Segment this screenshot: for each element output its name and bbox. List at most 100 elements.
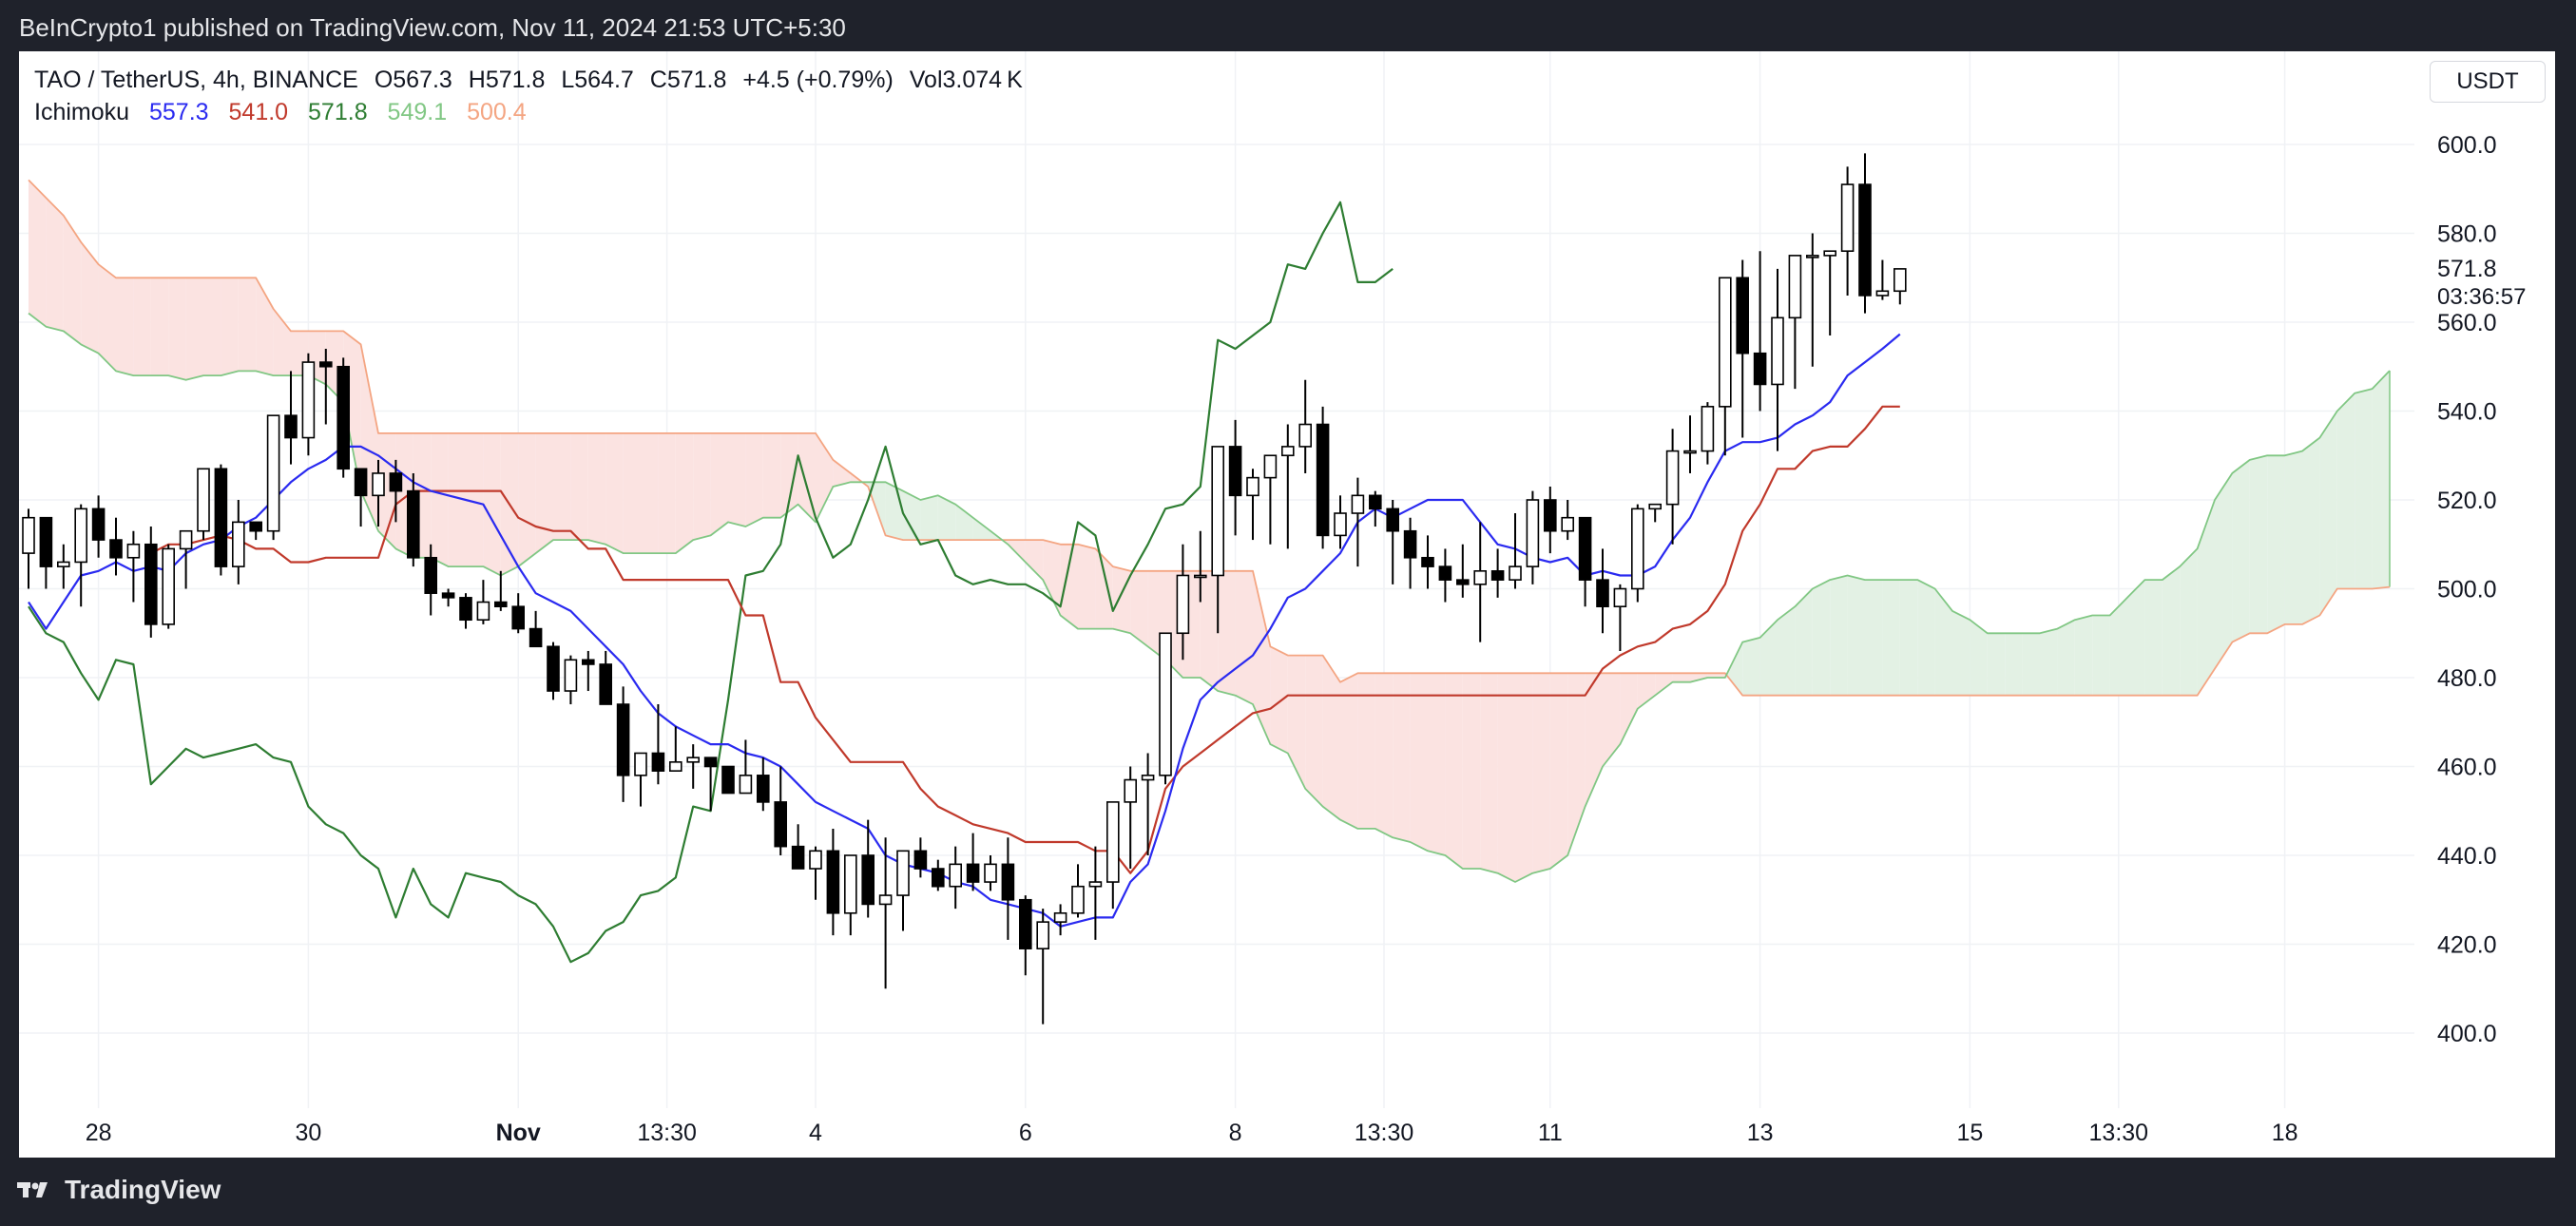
candle-body [1771, 316, 1784, 386]
cloud-segment [63, 215, 82, 345]
candle [1613, 584, 1627, 651]
time-tick-label: 8 [1229, 1120, 1242, 1146]
cloud-segment [1795, 588, 1813, 696]
candle [389, 459, 403, 523]
cloud-segment [920, 495, 938, 541]
cloud-segment [2162, 566, 2181, 696]
candle-body [22, 516, 35, 554]
cloud-segment [745, 432, 763, 527]
candle-body [1298, 423, 1312, 448]
cloud-segment [1340, 673, 1358, 829]
cloud-segment [98, 264, 116, 372]
cloud-segment [1130, 570, 1148, 647]
leading-span-b-line [28, 179, 2391, 697]
time-axis[interactable]: 28 30 Nov 13:30 4 6 8 13:30 11 13 15 13:30 18 [86, 1120, 2298, 1146]
cloud-segment [658, 432, 676, 554]
candle-body [476, 601, 490, 622]
cloud-segment [2355, 389, 2373, 589]
price-tick-label: 580.0 [2437, 221, 2497, 248]
candle-body [1088, 881, 1103, 888]
candle [424, 544, 438, 616]
candle-body [406, 489, 420, 559]
candle [476, 580, 490, 624]
cloud-segment [1428, 673, 1446, 855]
candle [354, 468, 368, 527]
cloud-segment [693, 432, 711, 541]
cloud-segment [2092, 615, 2110, 696]
candle [1456, 544, 1470, 598]
candle [1019, 895, 1032, 976]
price-change: +4.5 (+0.79%) [742, 67, 894, 93]
candle [581, 650, 595, 692]
candle [1159, 632, 1172, 785]
candle [511, 593, 526, 634]
cloud-segment [1830, 575, 1848, 696]
candle-body [913, 850, 928, 870]
candle [1858, 153, 1872, 314]
cloud-segment [221, 278, 239, 376]
tradingview-logo[interactable]: TradingView [17, 1175, 221, 1205]
candle [1228, 419, 1242, 536]
candle-body [1561, 516, 1574, 532]
time-tick-label: 11 [1538, 1120, 1563, 1146]
symbol-pair[interactable]: TAO / TetherUS, 4h, BINANCE [34, 67, 358, 93]
cloud-segment [623, 432, 641, 554]
candle [249, 521, 263, 541]
candle [1665, 429, 1680, 545]
candle [1088, 846, 1103, 940]
candle [1421, 535, 1434, 589]
candle [1263, 454, 1278, 545]
cloud-segment [1078, 544, 1096, 629]
cloud-segment [1812, 580, 1831, 696]
candle-body [1316, 423, 1330, 537]
time-tick-label: 6 [1019, 1120, 1032, 1146]
candle-body [547, 645, 560, 692]
candle [1490, 548, 1505, 598]
currency-button[interactable]: USDT [2430, 61, 2546, 103]
cloud-segment [1742, 637, 1760, 696]
indicator-value-base: 541.0 [228, 99, 289, 125]
cloud-segment [1532, 673, 1550, 873]
candle [74, 504, 87, 607]
tradingview-logo-icon [17, 1182, 48, 1197]
cloud-segment [1253, 570, 1271, 745]
cloud-segment [1218, 570, 1236, 696]
cloud-segment [1375, 673, 1394, 838]
candle [1701, 402, 1715, 465]
candle [896, 850, 910, 931]
cloud-segment [448, 432, 466, 567]
candle-body [109, 539, 123, 559]
candle-body [949, 863, 963, 888]
cloud-segment [2127, 580, 2145, 696]
cloud-segment [972, 517, 990, 541]
candle [1071, 864, 1085, 918]
candle-body [809, 850, 822, 870]
ichimoku-cloud [29, 180, 2391, 883]
cloud-segment [570, 432, 588, 541]
candle-body [1806, 255, 1819, 259]
cloud-segment [133, 278, 151, 376]
time-tick-label: 18 [2272, 1120, 2298, 1146]
candle [441, 588, 455, 607]
cloud-segment [2372, 370, 2390, 589]
cloud-segment [2074, 615, 2093, 696]
cloud-segment [116, 278, 134, 376]
cloud-segment [1620, 673, 1638, 745]
price-axis[interactable]: 400.0 420.0 440.0 460.0 480.0 500.0 520.0 540.0… [2437, 132, 2526, 1047]
cloud-segment [360, 344, 378, 531]
candle [232, 500, 245, 584]
candle-body [1421, 556, 1434, 567]
candle-body [721, 765, 735, 795]
indicator-name[interactable]: Ichimoku [34, 99, 130, 125]
candle-body [1578, 516, 1592, 581]
candle-body [459, 597, 472, 622]
cloud-segment [833, 459, 851, 487]
ohlc-high: H571.8 [468, 67, 546, 93]
time-tick-label: Nov [496, 1120, 541, 1146]
cloud-segment [1095, 548, 1113, 629]
time-tick-label: 28 [86, 1120, 112, 1146]
candle [126, 530, 141, 603]
candle [984, 855, 997, 891]
cloud-segment [1847, 575, 1865, 696]
